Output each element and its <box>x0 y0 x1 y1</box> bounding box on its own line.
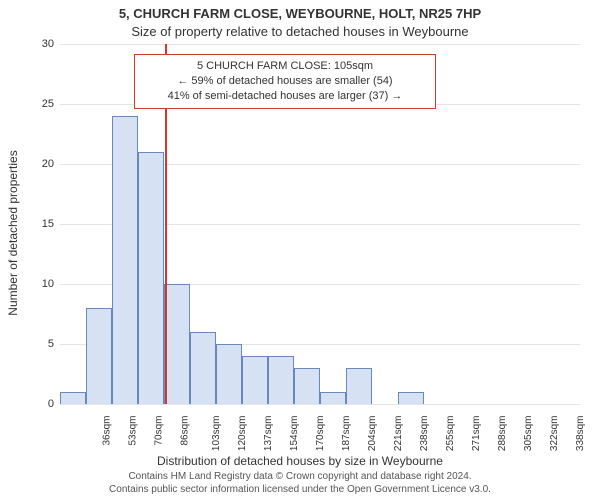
histogram-bar <box>346 368 371 404</box>
y-tick-label: 5 <box>0 338 54 350</box>
x-tick-label: 288sqm <box>497 416 508 452</box>
histogram-bar <box>242 356 267 404</box>
y-tick-label: 25 <box>0 98 54 110</box>
x-tick-label: 120sqm <box>237 416 248 452</box>
x-tick-label: 137sqm <box>263 416 274 452</box>
x-tick-label: 221sqm <box>393 416 404 452</box>
y-tick-label: 10 <box>0 278 54 290</box>
histogram-bar <box>216 344 241 404</box>
y-axis-label: Number of detached properties <box>6 68 20 233</box>
x-tick-label: 103sqm <box>211 416 222 452</box>
annotation-box: 5 CHURCH FARM CLOSE: 105sqm ← 59% of det… <box>134 54 436 109</box>
chart-title-description: Size of property relative to detached ho… <box>0 24 600 39</box>
x-tick-label: 305sqm <box>523 416 534 452</box>
x-tick-label: 255sqm <box>445 416 456 452</box>
histogram-bar <box>398 392 423 404</box>
histogram-bar <box>294 368 319 404</box>
histogram-bar <box>60 392 85 404</box>
x-tick-label: 86sqm <box>180 416 191 446</box>
histogram-bar <box>268 356 293 404</box>
x-tick-label: 36sqm <box>102 416 113 446</box>
chart-container: 5, CHURCH FARM CLOSE, WEYBOURNE, HOLT, N… <box>0 0 600 500</box>
x-tick-label: 322sqm <box>549 416 560 452</box>
x-tick-label: 70sqm <box>154 416 165 446</box>
annotation-line-2: ← 59% of detached houses are smaller (54… <box>143 74 427 89</box>
histogram-bar <box>164 284 189 404</box>
histogram-bar <box>190 332 215 404</box>
x-axis-label: Distribution of detached houses by size … <box>0 454 600 468</box>
x-tick-label: 271sqm <box>471 416 482 452</box>
annotation-line-1: 5 CHURCH FARM CLOSE: 105sqm <box>143 59 427 74</box>
footer-line-1: Contains HM Land Registry data © Crown c… <box>0 471 600 484</box>
x-tick-label: 53sqm <box>128 416 139 446</box>
annotation-line-3: 41% of semi-detached houses are larger (… <box>143 89 427 104</box>
y-tick-label: 0 <box>0 398 54 410</box>
x-tick-label: 154sqm <box>289 416 300 452</box>
gridline <box>60 404 580 405</box>
footer-line-2: Contains public sector information licen… <box>0 484 600 497</box>
chart-title-address: 5, CHURCH FARM CLOSE, WEYBOURNE, HOLT, N… <box>0 6 600 21</box>
x-tick-label: 238sqm <box>419 416 430 452</box>
histogram-bar <box>320 392 345 404</box>
x-tick-label: 170sqm <box>315 416 326 452</box>
footer-attribution: Contains HM Land Registry data © Crown c… <box>0 471 600 496</box>
y-tick-label: 15 <box>0 218 54 230</box>
histogram-bar <box>112 116 137 404</box>
y-tick-label: 20 <box>0 158 54 170</box>
x-tick-label: 187sqm <box>341 416 352 452</box>
histogram-bar <box>138 152 163 404</box>
histogram-bar <box>86 308 111 404</box>
x-tick-label: 204sqm <box>367 416 378 452</box>
y-tick-label: 30 <box>0 38 54 50</box>
x-tick-label: 338sqm <box>575 416 586 452</box>
